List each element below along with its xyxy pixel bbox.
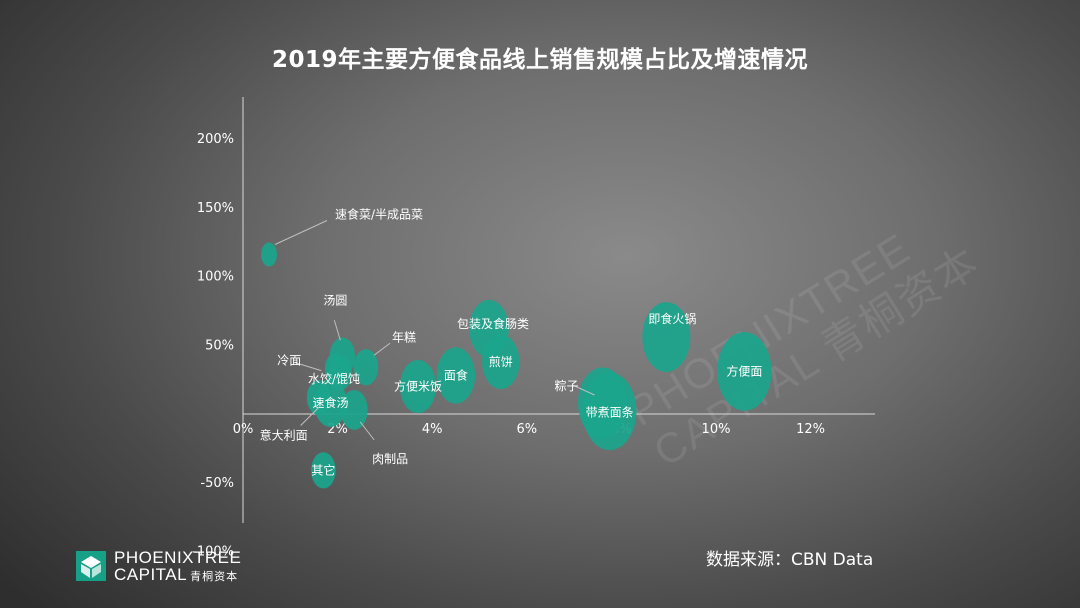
logo-line1: PHOENIXTREE: [114, 548, 242, 567]
bubble-point: [642, 302, 691, 372]
data-label: 煎饼: [489, 354, 513, 369]
data-label: 其它: [311, 462, 335, 477]
callout-line: [572, 384, 595, 396]
x-tick-label: 0%: [233, 422, 254, 437]
bubble-point: [324, 353, 346, 385]
callout-line: [333, 320, 341, 341]
data-label: 冷面: [277, 354, 301, 368]
bubble-point: [399, 360, 437, 413]
callout-line: [373, 342, 391, 356]
y-tick-label: 200%: [197, 132, 234, 147]
bubble-point: [311, 452, 336, 489]
x-tick-label: 6%: [516, 422, 537, 437]
data-label: 意大利面: [260, 428, 308, 443]
data-label: 方便面: [726, 363, 762, 378]
data-label: 方便米饭: [394, 379, 442, 394]
data-label: 粽子: [554, 378, 578, 393]
y-tick-label: -100%: [192, 545, 234, 560]
y-tick-label: 150%: [197, 201, 234, 216]
data-label: 速食菜/半成品菜: [335, 207, 423, 222]
data-label: 带煮面条: [586, 405, 634, 419]
bubble-point: [353, 349, 379, 386]
callout-line: [274, 220, 328, 245]
data-label: 面食: [444, 368, 468, 383]
bubble-point: [482, 334, 520, 390]
y-tick-label: -50%: [200, 476, 234, 491]
data-label: 汤圆: [323, 293, 347, 307]
logo-cn: 青桐资本: [190, 571, 239, 583]
phoenixtree-logo-icon: [76, 551, 106, 581]
callout-line: [359, 421, 375, 441]
data-label: 年糕: [392, 330, 416, 344]
callout-line: [295, 362, 322, 372]
bubble-point: [340, 389, 368, 430]
bubble-point: [436, 347, 476, 404]
x-tick-label: 10%: [702, 422, 731, 437]
callout-line: [300, 407, 320, 426]
data-label: 肉制品: [372, 452, 408, 466]
data-source: 数据来源：CBN Data: [706, 550, 874, 570]
bubble-point: [717, 331, 772, 411]
data-label: 速食汤: [312, 395, 348, 410]
bubble-point: [261, 242, 278, 267]
x-tick-label: 12%: [796, 422, 825, 437]
data-label: 包装及食肠类: [457, 316, 529, 331]
chart-title: 2019年主要方便食品线上销售规模占比及增速情况: [271, 47, 808, 73]
y-tick-label: 50%: [205, 338, 234, 353]
logo-line2: CAPITAL: [114, 565, 188, 584]
bubble-point: [578, 367, 627, 439]
y-tick-label: 100%: [197, 270, 234, 285]
data-label: 即食火锅: [648, 311, 696, 326]
data-label: 水饺/馄饨: [308, 371, 360, 386]
x-tick-label: 4%: [422, 422, 443, 437]
bubble-point: [306, 380, 331, 415]
